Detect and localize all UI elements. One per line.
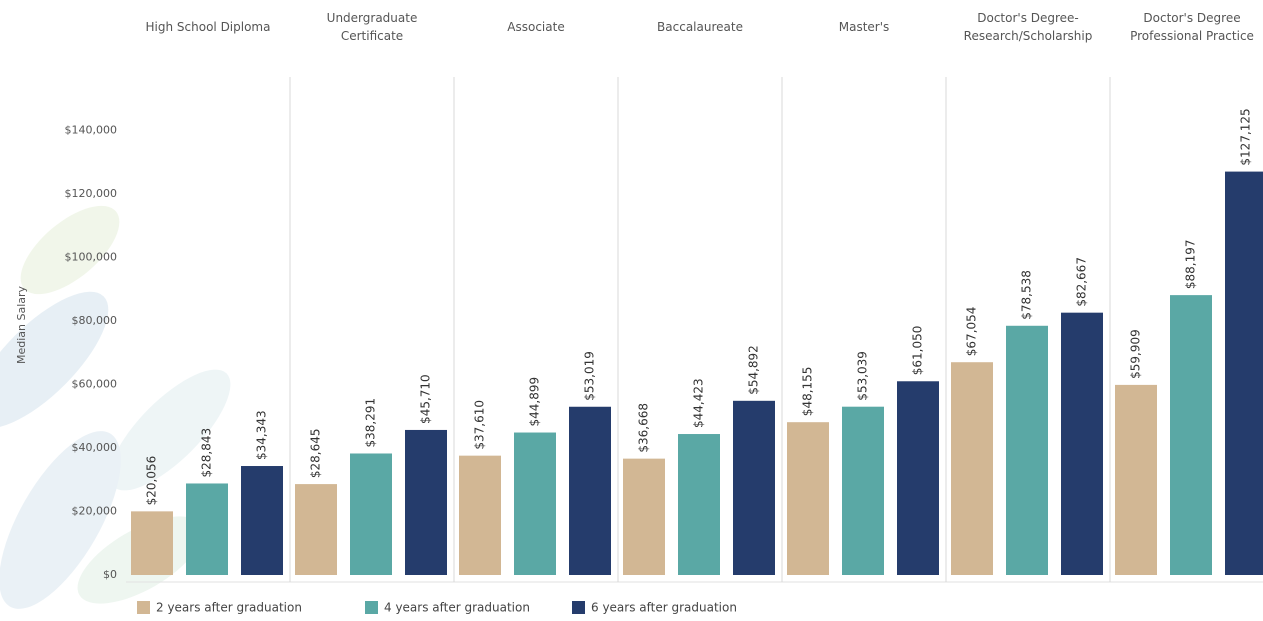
legend-label: 6 years after graduation xyxy=(591,601,737,615)
bar xyxy=(951,362,993,575)
category-label: Doctor's Degree Professional Practice xyxy=(1130,11,1254,43)
value-label: $20,056 xyxy=(145,456,159,506)
legend-label: 4 years after graduation xyxy=(384,601,530,615)
bar xyxy=(733,400,775,575)
value-label: $78,538 xyxy=(1020,270,1034,320)
bar xyxy=(569,406,611,575)
value-label: $38,291 xyxy=(364,398,378,448)
bar xyxy=(186,483,228,575)
category-label: Doctor's Degree-Research/Scholarship xyxy=(963,11,1093,43)
y-tick-label: $60,000 xyxy=(72,378,118,391)
value-label: $88,197 xyxy=(1184,239,1198,289)
y-axis-label: Median Salary xyxy=(15,285,28,364)
value-label: $82,667 xyxy=(1075,257,1089,307)
y-tick-label: $0 xyxy=(103,568,117,581)
bar xyxy=(623,458,665,575)
bar xyxy=(897,381,939,575)
value-label: $61,050 xyxy=(911,326,925,376)
value-label: $54,892 xyxy=(747,345,761,395)
y-tick-label: $120,000 xyxy=(65,187,118,200)
y-tick-label: $20,000 xyxy=(72,505,118,518)
legend-swatch xyxy=(137,601,150,614)
bar xyxy=(1170,295,1212,575)
value-label: $37,610 xyxy=(473,400,487,450)
value-label: $44,899 xyxy=(528,377,542,427)
category-label: High School Diploma xyxy=(145,20,271,34)
value-label: $36,668 xyxy=(637,403,651,453)
bar xyxy=(295,484,337,575)
bar xyxy=(459,455,501,575)
value-label: $59,909 xyxy=(1129,329,1143,379)
value-label: $34,343 xyxy=(255,410,269,460)
bar xyxy=(678,434,720,575)
y-tick-label: $80,000 xyxy=(72,314,118,327)
value-label: $53,019 xyxy=(583,351,597,401)
bar xyxy=(405,429,447,575)
category-label: Associate xyxy=(507,20,565,34)
legend-label: 2 years after graduation xyxy=(156,601,302,615)
bar xyxy=(131,511,173,575)
value-label: $45,710 xyxy=(419,374,433,424)
y-tick-label: $140,000 xyxy=(65,124,118,137)
value-label: $28,645 xyxy=(309,428,323,478)
category-label: Baccalaureate xyxy=(657,20,743,34)
bar xyxy=(1006,325,1048,575)
bar xyxy=(1061,312,1103,575)
bar xyxy=(514,432,556,575)
value-label: $28,843 xyxy=(200,428,214,478)
y-tick-label: $40,000 xyxy=(72,441,118,454)
bar xyxy=(1115,384,1157,575)
y-tick-label: $100,000 xyxy=(65,251,118,264)
legend-swatch xyxy=(572,601,585,614)
bar xyxy=(350,453,392,575)
category-label: Master's xyxy=(838,20,890,34)
value-label: $67,054 xyxy=(965,307,979,357)
bar xyxy=(241,466,283,575)
legend-swatch xyxy=(365,601,378,614)
bar xyxy=(1225,171,1263,575)
value-label: $127,125 xyxy=(1239,108,1253,165)
category-label: Undergraduate Certificate xyxy=(326,11,418,43)
bar xyxy=(842,406,884,575)
value-label: $48,155 xyxy=(801,367,815,417)
value-label: $44,423 xyxy=(692,378,706,428)
value-label: $53,039 xyxy=(856,351,870,401)
bar xyxy=(787,422,829,575)
